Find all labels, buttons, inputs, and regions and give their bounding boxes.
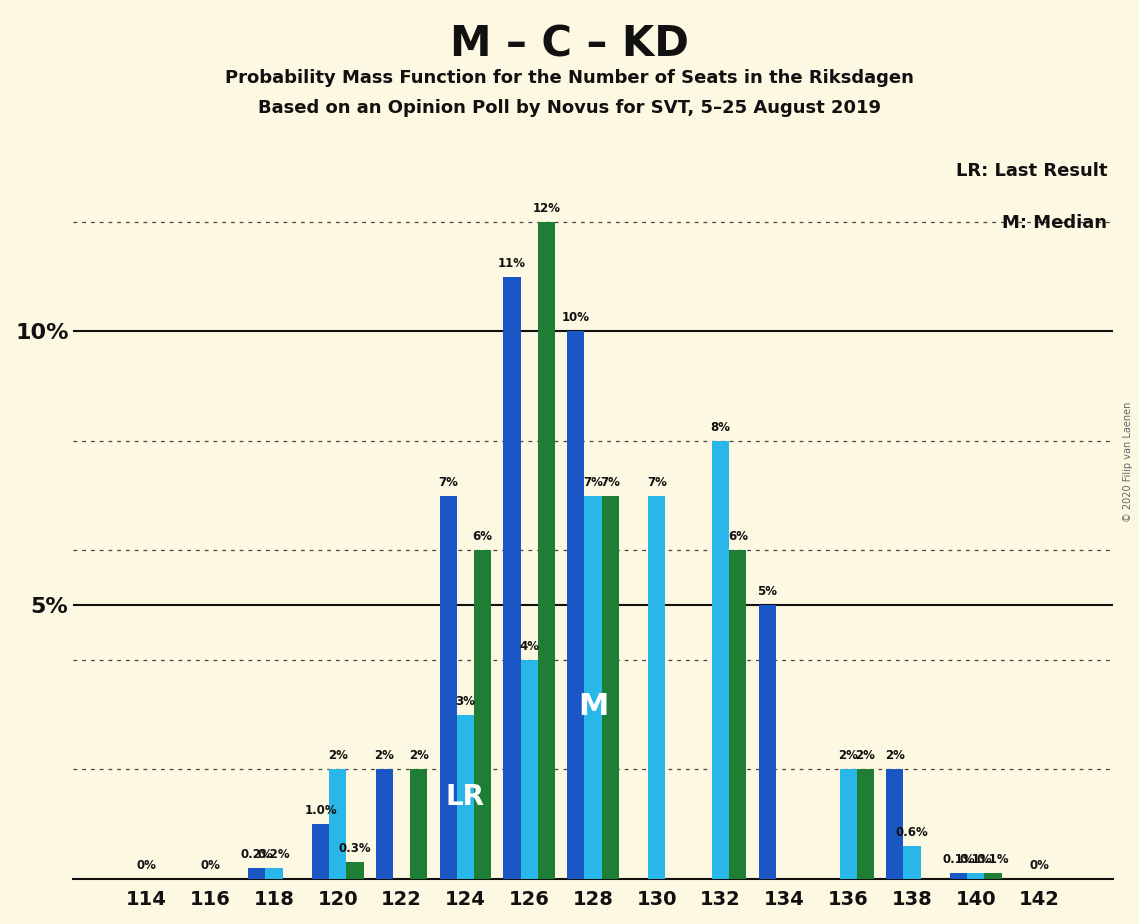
Bar (329, 770, 346, 879)
Bar (584, 495, 601, 879)
Text: 0.6%: 0.6% (895, 826, 928, 839)
Text: LR: Last Result: LR: Last Result (956, 162, 1107, 180)
Text: © 2020 Filip van Laenen: © 2020 Filip van Laenen (1123, 402, 1133, 522)
Bar (759, 605, 776, 879)
Bar (248, 868, 265, 879)
Text: 7%: 7% (647, 476, 666, 489)
Text: 0%: 0% (200, 858, 220, 871)
Text: 12%: 12% (532, 201, 560, 214)
Text: 0.2%: 0.2% (240, 848, 273, 861)
Text: 3%: 3% (456, 695, 475, 708)
Text: 0%: 0% (1030, 858, 1049, 871)
Text: 2%: 2% (375, 749, 394, 762)
Bar (503, 276, 521, 879)
Text: 0.3%: 0.3% (338, 843, 371, 856)
Bar (857, 770, 874, 879)
Text: 7%: 7% (600, 476, 620, 489)
Text: 2%: 2% (838, 749, 858, 762)
Text: 6%: 6% (728, 530, 748, 543)
Text: 11%: 11% (498, 257, 526, 270)
Bar (950, 873, 967, 879)
Bar (312, 824, 329, 879)
Text: 2%: 2% (855, 749, 875, 762)
Bar (903, 846, 920, 879)
Text: M – C – KD: M – C – KD (450, 23, 689, 65)
Text: Based on an Opinion Poll by Novus for SVT, 5–25 August 2019: Based on an Opinion Poll by Novus for SV… (259, 99, 880, 116)
Bar (839, 770, 857, 879)
Text: 8%: 8% (711, 420, 730, 433)
Bar (346, 862, 363, 879)
Text: 0.1%: 0.1% (942, 853, 975, 867)
Text: 1.0%: 1.0% (304, 804, 337, 817)
Text: 0.2%: 0.2% (257, 848, 290, 861)
Bar (410, 770, 427, 879)
Text: 5%: 5% (757, 585, 777, 598)
Text: 0%: 0% (137, 858, 156, 871)
Text: 2%: 2% (409, 749, 428, 762)
Bar (474, 551, 491, 879)
Text: 7%: 7% (439, 476, 458, 489)
Bar (440, 495, 457, 879)
Bar (538, 222, 555, 879)
Text: 2%: 2% (328, 749, 347, 762)
Text: 6%: 6% (473, 530, 493, 543)
Text: 2%: 2% (885, 749, 904, 762)
Bar (648, 495, 665, 879)
Text: LR: LR (445, 783, 485, 810)
Bar (457, 714, 474, 879)
Bar (601, 495, 618, 879)
Text: 0.1%: 0.1% (976, 853, 1009, 867)
Bar (712, 441, 729, 879)
Bar (967, 873, 984, 879)
Text: 10%: 10% (562, 311, 590, 324)
Text: M: Median: M: Median (1002, 213, 1107, 232)
Bar (265, 868, 282, 879)
Text: 0.1%: 0.1% (959, 853, 992, 867)
Bar (984, 873, 1001, 879)
Bar (376, 770, 393, 879)
Bar (521, 660, 538, 879)
Text: 4%: 4% (519, 639, 539, 652)
Bar (886, 770, 903, 879)
Text: Probability Mass Function for the Number of Seats in the Riksdagen: Probability Mass Function for the Number… (226, 69, 913, 87)
Text: M: M (577, 692, 608, 721)
Bar (729, 551, 746, 879)
Text: 7%: 7% (583, 476, 603, 489)
Bar (567, 332, 584, 879)
